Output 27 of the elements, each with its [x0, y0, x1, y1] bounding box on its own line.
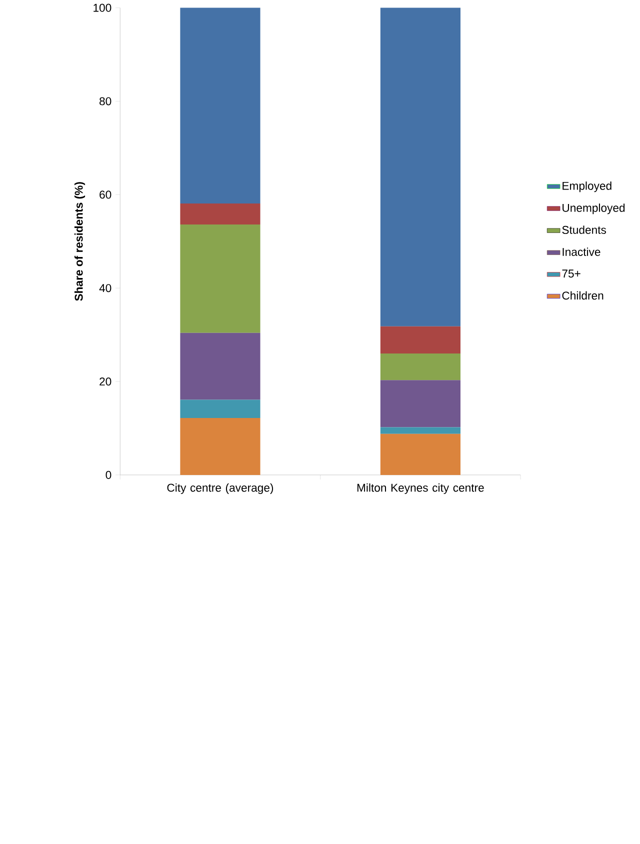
legend-label: 75+	[562, 270, 580, 278]
bar	[380, 353, 460, 380]
bar	[380, 8, 460, 326]
bar	[180, 204, 260, 225]
y-tick-label: 0	[106, 470, 112, 479]
bar	[180, 400, 260, 418]
bar	[180, 418, 260, 475]
legend-label: Inactive	[562, 248, 600, 256]
bar	[380, 427, 460, 434]
x-tick-label: Milton Keynes city centre	[357, 483, 484, 494]
y-tick-label: 80	[100, 97, 112, 106]
bar	[180, 224, 260, 333]
y-axis-title: Share of residents (%)	[74, 182, 86, 301]
bar	[180, 8, 260, 204]
y-tick-label: 60	[100, 190, 112, 199]
legend-label: Children	[562, 291, 604, 300]
x-tick-label: City centre (average)	[167, 483, 274, 494]
bar	[380, 434, 460, 475]
bar	[380, 380, 460, 428]
y-tick-label: 40	[99, 284, 112, 292]
y-tick-label: 20	[100, 377, 112, 386]
legend-label: Students	[562, 226, 606, 234]
legend-label: Unemployed	[562, 204, 625, 214]
y-tick-label: 100	[94, 4, 112, 12]
bar	[180, 332, 260, 400]
legend-label: Employed	[562, 182, 612, 192]
bar	[380, 326, 460, 354]
